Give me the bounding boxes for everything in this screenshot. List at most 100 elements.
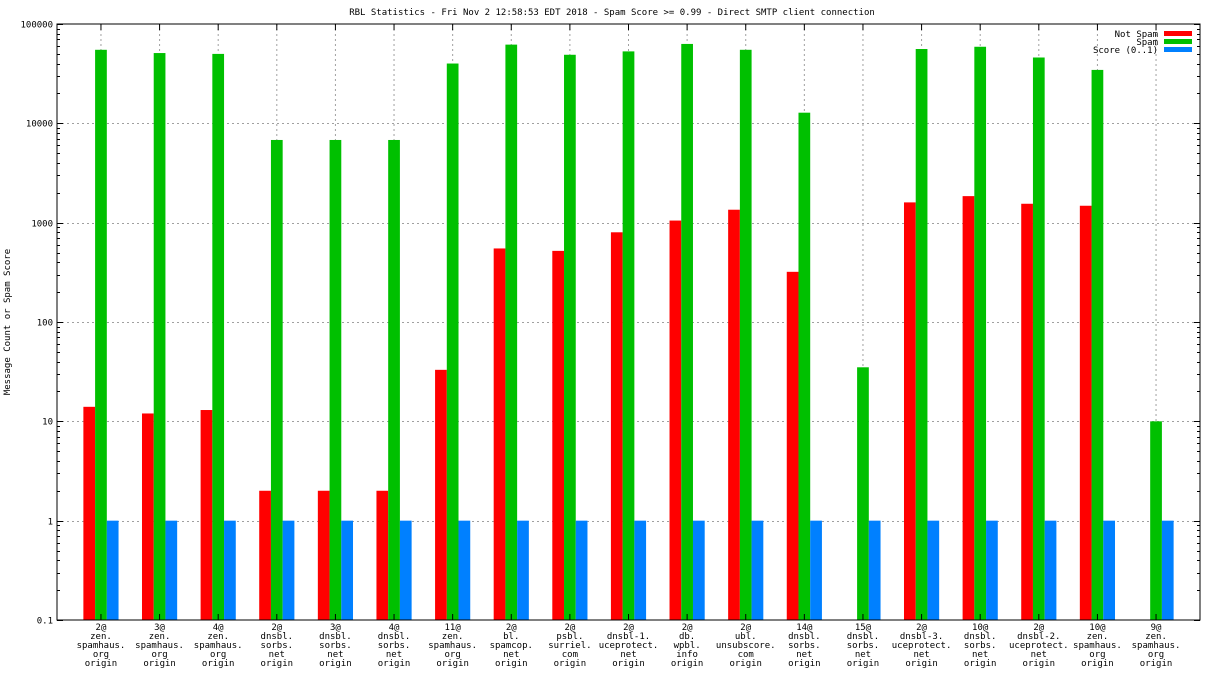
bar-score-0-1 bbox=[1044, 520, 1057, 620]
bar-score-0-1 bbox=[986, 520, 998, 620]
x-tick-label: com bbox=[738, 650, 754, 660]
bar-not-spam bbox=[610, 232, 623, 620]
x-tick-label: 4@ bbox=[213, 623, 224, 633]
x-tick-label: origin bbox=[1023, 659, 1056, 669]
bar-spam bbox=[388, 139, 400, 621]
x-tick-label: dnsbl. bbox=[847, 632, 880, 642]
x-tick-label: uceprotect. bbox=[1009, 641, 1069, 651]
x-tick-label: zen. bbox=[90, 632, 112, 642]
chart-title: RBL Statistics - Fri Nov 2 12:58:53 EDT … bbox=[349, 8, 875, 18]
legend-label: Score (0..1) bbox=[1093, 46, 1158, 56]
x-tick-label: 3@ bbox=[154, 623, 165, 633]
x-tick-label: org bbox=[445, 650, 461, 660]
x-tick-label: 10@ bbox=[972, 623, 989, 633]
x-tick-label: origin bbox=[202, 659, 235, 669]
x-tick-label: org bbox=[93, 650, 109, 660]
x-tick-label: org bbox=[210, 650, 226, 660]
x-tick-label: net bbox=[386, 650, 402, 660]
bar-spam bbox=[446, 63, 459, 621]
bar-score-0-1 bbox=[341, 520, 354, 620]
bar-score-0-1 bbox=[868, 520, 881, 620]
x-tick-label: 2@ bbox=[564, 623, 575, 633]
x-tick-label: origin bbox=[671, 659, 704, 669]
x-tick-label: bl. bbox=[503, 632, 519, 642]
x-tick-label: origin bbox=[1081, 659, 1114, 669]
bar-score-0-1 bbox=[282, 520, 295, 620]
bar-score-0-1 bbox=[517, 520, 529, 620]
bar-score-0-1 bbox=[751, 520, 764, 620]
y-tick-label: 1000 bbox=[31, 220, 53, 230]
x-tick-label: sorbs. bbox=[378, 641, 411, 651]
y-axis-label: Message Count or Spam Score bbox=[3, 249, 13, 395]
x-tick-label: unsubscore. bbox=[716, 641, 776, 651]
bar-not-spam bbox=[903, 202, 916, 620]
x-tick-label: org bbox=[151, 650, 167, 660]
bar-not-spam bbox=[435, 369, 447, 620]
x-tick-label: 2@ bbox=[96, 623, 107, 633]
x-tick-label: 2@ bbox=[271, 623, 282, 633]
x-tick-label: com bbox=[562, 650, 578, 660]
bar-score-0-1 bbox=[1161, 520, 1174, 620]
x-tick-label: dnsbl. bbox=[788, 632, 821, 642]
x-tick-label: spamhaus. bbox=[194, 641, 243, 651]
bar-spam bbox=[95, 49, 107, 620]
x-tick-label: org bbox=[1148, 650, 1164, 660]
y-tick-label: 10000 bbox=[26, 120, 53, 130]
bar-not-spam bbox=[962, 196, 975, 620]
bar-not-spam bbox=[552, 250, 565, 620]
bar-score-0-1 bbox=[224, 520, 236, 620]
x-tick-label: origin bbox=[436, 659, 469, 669]
bar-spam bbox=[505, 44, 518, 620]
bar-score-0-1 bbox=[634, 520, 647, 620]
x-tick-label: dnsbl-2. bbox=[1017, 632, 1060, 642]
x-tick-label: sorbs. bbox=[964, 641, 997, 651]
y-tick-label: 100 bbox=[37, 319, 53, 329]
x-tick-label: origin bbox=[964, 659, 997, 669]
x-tick-label: ubl. bbox=[735, 632, 757, 642]
y-tick-label: 100000 bbox=[20, 21, 53, 31]
bar-not-spam bbox=[376, 490, 389, 620]
x-tick-label: 10@ bbox=[1089, 623, 1106, 633]
x-tick-label: 2@ bbox=[1033, 623, 1044, 633]
x-tick-label: origin bbox=[261, 659, 294, 669]
x-tick-label: sorbs. bbox=[847, 641, 880, 651]
bar-spam bbox=[212, 53, 225, 620]
x-tick-label: origin bbox=[905, 659, 938, 669]
x-tick-label: net bbox=[620, 650, 636, 660]
x-tick-label: dnsbl-1. bbox=[607, 632, 650, 642]
x-tick-label: origin bbox=[495, 659, 528, 669]
x-tick-label: 14@ bbox=[796, 623, 813, 633]
bar-spam bbox=[857, 367, 869, 620]
bar-spam bbox=[1032, 57, 1045, 620]
x-tick-label: psbl. bbox=[556, 632, 583, 642]
bar-not-spam bbox=[1079, 205, 1092, 620]
bar-not-spam bbox=[83, 406, 96, 620]
x-tick-label: 2@ bbox=[682, 623, 693, 633]
x-tick-label: spamcop. bbox=[490, 641, 533, 651]
x-tick-label: 2@ bbox=[916, 623, 927, 633]
x-tick-label: origin bbox=[319, 659, 352, 669]
bar-score-0-1 bbox=[575, 520, 588, 620]
x-tick-label: dnsbl. bbox=[964, 632, 997, 642]
x-tick-label: 3@ bbox=[330, 623, 341, 633]
y-tick-label: 0.1 bbox=[37, 617, 53, 627]
bar-spam bbox=[270, 139, 283, 621]
x-tick-label: spamhaus. bbox=[428, 641, 477, 651]
ticks-layer: 0.1 1 10 100 1000 10000 100000 bbox=[20, 21, 1200, 627]
bar-score-0-1 bbox=[927, 520, 940, 620]
legend-swatch bbox=[1164, 39, 1192, 44]
x-tick-label: spamhaus. bbox=[77, 641, 126, 651]
bar-spam bbox=[915, 49, 928, 621]
bar-not-spam bbox=[141, 413, 154, 620]
bar-score-0-1 bbox=[165, 520, 178, 620]
x-tick-label: 4@ bbox=[389, 623, 400, 633]
x-tick-label: origin bbox=[554, 659, 587, 669]
x-tick-label: zen. bbox=[442, 632, 464, 642]
x-tick-label: origin bbox=[143, 659, 176, 669]
bar-not-spam bbox=[728, 209, 740, 620]
x-tick-label: net bbox=[503, 650, 519, 660]
bar-not-spam bbox=[317, 490, 330, 620]
x-tick-label: net bbox=[327, 650, 343, 660]
